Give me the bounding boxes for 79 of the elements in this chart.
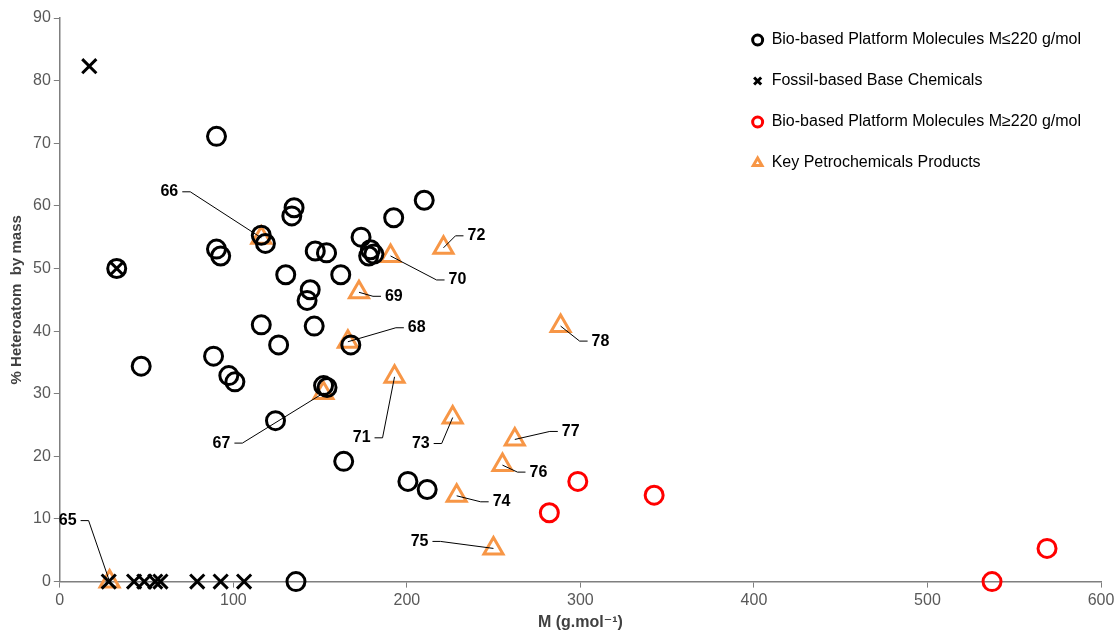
annotation: 66 bbox=[160, 182, 179, 200]
legend-label: Key Petrochemicals Products bbox=[771, 153, 981, 171]
point bbox=[299, 279, 321, 301]
y-tick-label: 90 bbox=[33, 8, 51, 26]
y-tick-label: 80 bbox=[33, 71, 51, 89]
point bbox=[135, 573, 153, 591]
point bbox=[316, 242, 338, 264]
point bbox=[224, 371, 246, 393]
point bbox=[283, 197, 305, 219]
point bbox=[188, 573, 206, 591]
point bbox=[416, 479, 438, 501]
y-tick-label: 0 bbox=[41, 572, 51, 590]
point bbox=[151, 573, 170, 591]
point bbox=[250, 314, 272, 336]
y-tick-label: 40 bbox=[33, 321, 51, 339]
annotation: 73 bbox=[411, 433, 430, 451]
point bbox=[538, 502, 560, 524]
point bbox=[643, 484, 665, 506]
point bbox=[254, 232, 276, 254]
x-tick-label: 600 bbox=[1087, 590, 1115, 608]
legend-label: Fossil-based Base Chemicals bbox=[771, 71, 983, 89]
annotation: 71 bbox=[352, 428, 371, 446]
point bbox=[146, 573, 164, 591]
point bbox=[304, 240, 326, 262]
annotation: 68 bbox=[407, 318, 426, 336]
point bbox=[358, 245, 380, 267]
annotation: 76 bbox=[529, 462, 548, 480]
annotation: 69 bbox=[384, 286, 403, 304]
point bbox=[330, 264, 352, 286]
point bbox=[281, 205, 303, 227]
annotation: 65 bbox=[58, 511, 77, 529]
point bbox=[285, 571, 307, 593]
x-tick-label: 200 bbox=[393, 590, 421, 608]
y-tick-label: 10 bbox=[33, 509, 51, 527]
x-tick-label: 100 bbox=[219, 590, 247, 608]
point bbox=[350, 226, 372, 248]
point bbox=[275, 264, 297, 286]
x-tick-label: 400 bbox=[740, 590, 768, 608]
point bbox=[212, 573, 230, 591]
point bbox=[383, 207, 405, 229]
point bbox=[218, 365, 240, 387]
annotation: 72 bbox=[467, 226, 486, 244]
point bbox=[413, 189, 435, 211]
y-tick-label: 50 bbox=[33, 258, 51, 276]
point bbox=[268, 334, 290, 356]
point bbox=[206, 238, 227, 260]
annotation: 67 bbox=[212, 433, 231, 451]
y-tick-label: 70 bbox=[33, 133, 51, 151]
annotation: 74 bbox=[492, 492, 511, 510]
point bbox=[333, 450, 355, 472]
point bbox=[206, 125, 227, 147]
point bbox=[235, 573, 253, 591]
legend-label: Bio-based Platform Molecules M≤220 g/mol bbox=[771, 30, 1081, 48]
point bbox=[125, 573, 143, 591]
x-axis-title: M (g.mol⁻¹) bbox=[537, 612, 623, 630]
x-tick-label: 300 bbox=[567, 590, 594, 608]
point bbox=[80, 57, 98, 75]
point bbox=[130, 355, 152, 377]
x-tick-label: 0 bbox=[55, 590, 65, 608]
y-tick-label: 20 bbox=[33, 446, 51, 464]
point bbox=[981, 571, 1003, 593]
annotation: 77 bbox=[561, 421, 580, 439]
annotation: 70 bbox=[448, 270, 467, 288]
y-tick-label: 60 bbox=[33, 196, 51, 214]
legend-label: Bio-based Platform Molecules M≥220 g/mol bbox=[771, 112, 1081, 130]
annotation: 75 bbox=[410, 531, 429, 549]
point bbox=[303, 315, 325, 337]
point bbox=[1036, 537, 1058, 559]
annotation: 78 bbox=[591, 331, 610, 349]
point bbox=[210, 245, 232, 267]
point bbox=[340, 334, 362, 356]
x-tick-label: 500 bbox=[914, 590, 941, 608]
point bbox=[567, 470, 589, 492]
point bbox=[265, 410, 286, 432]
y-tick-label: 30 bbox=[33, 384, 51, 402]
y-axis-title: % Heteroatom by mass bbox=[7, 215, 25, 385]
point bbox=[397, 470, 419, 492]
point bbox=[203, 345, 225, 367]
point bbox=[296, 289, 318, 311]
